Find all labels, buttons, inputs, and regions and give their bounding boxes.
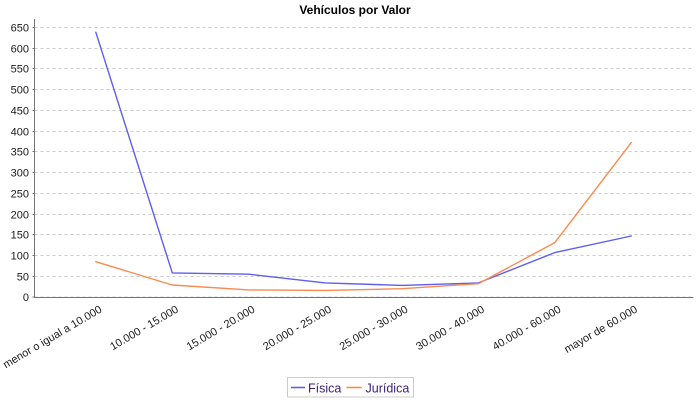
svg-text:Física: Física (308, 381, 341, 395)
svg-text:100: 100 (11, 250, 29, 262)
svg-text:Jurídica: Jurídica (366, 381, 410, 395)
svg-text:Vehículos por Valor: Vehículos por Valor (299, 3, 411, 17)
svg-text:600: 600 (11, 43, 29, 55)
svg-text:500: 500 (11, 84, 29, 96)
svg-text:200: 200 (11, 209, 29, 221)
svg-text:150: 150 (11, 229, 29, 241)
svg-text:400: 400 (11, 126, 29, 138)
svg-text:0: 0 (23, 292, 29, 304)
svg-text:50: 50 (17, 271, 29, 283)
svg-text:550: 550 (11, 63, 29, 75)
svg-text:650: 650 (11, 22, 29, 34)
svg-text:300: 300 (11, 167, 29, 179)
svg-text:350: 350 (11, 146, 29, 158)
svg-text:450: 450 (11, 105, 29, 117)
svg-text:250: 250 (11, 188, 29, 200)
